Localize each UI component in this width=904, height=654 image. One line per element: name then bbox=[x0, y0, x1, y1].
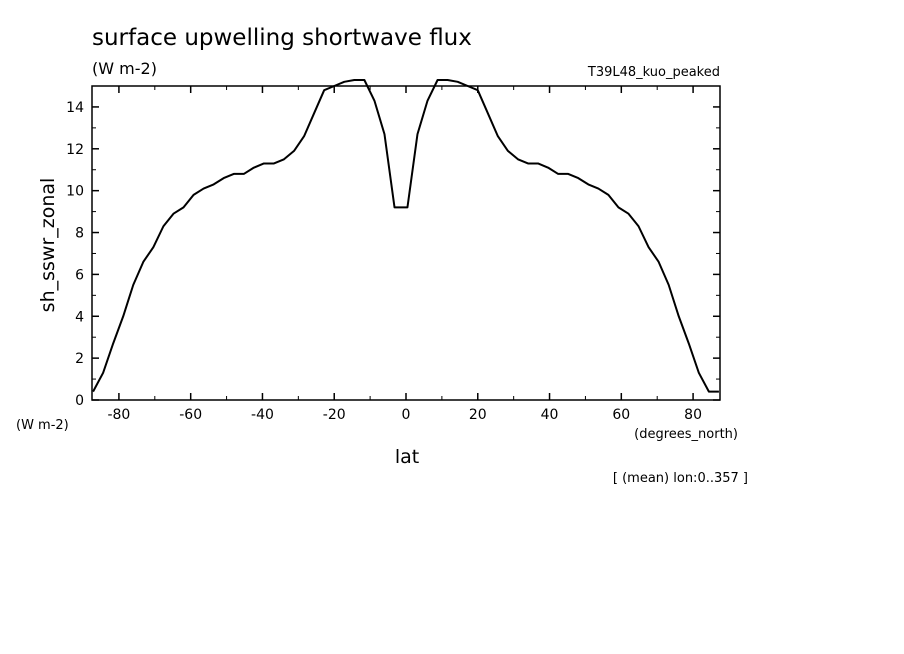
y-tick-label: 6 bbox=[75, 267, 84, 283]
plot-frame bbox=[91, 85, 721, 401]
y-ticks: 0 2 4 6 8 10 12 14 bbox=[66, 100, 720, 409]
y-tick-label: 8 bbox=[75, 226, 84, 242]
y-units-label: (W m-2) bbox=[16, 418, 69, 433]
y-tick-label: 2 bbox=[75, 351, 84, 367]
x-tick-label: -60 bbox=[179, 407, 202, 423]
x-tick-label: 0 bbox=[402, 407, 411, 423]
x-tick-label: 40 bbox=[541, 407, 559, 423]
footnote: [ (mean) lon:0..357 ] bbox=[613, 471, 748, 486]
y-tick-label: 4 bbox=[75, 309, 84, 325]
chart-units: (W m-2) bbox=[92, 59, 157, 78]
x-tick-label: 80 bbox=[684, 407, 702, 423]
chart-title: surface upwelling shortwave flux bbox=[92, 25, 472, 51]
y-tick-label: 12 bbox=[66, 142, 84, 158]
y-tick-label: 0 bbox=[75, 393, 84, 409]
x-tick-label: -40 bbox=[251, 407, 274, 423]
run-label: T39L48_kuo_peaked bbox=[587, 65, 720, 80]
y-tick-label: 14 bbox=[66, 100, 84, 116]
x-ticks: -80 -60 -40 -20 0 20 40 60 80 bbox=[107, 86, 702, 423]
y-tick-label: 10 bbox=[66, 184, 84, 200]
x-units-label: (degrees_north) bbox=[634, 427, 738, 442]
y-axis-label: sh_sswr_zonal bbox=[37, 178, 59, 313]
series-line bbox=[92, 79, 719, 393]
x-tick-label: -20 bbox=[323, 407, 346, 423]
series-group bbox=[92, 79, 719, 393]
x-tick-label: -80 bbox=[107, 407, 130, 423]
x-axis-label: lat bbox=[395, 446, 419, 468]
x-tick-label: 20 bbox=[469, 407, 487, 423]
x-tick-label: 60 bbox=[612, 407, 630, 423]
